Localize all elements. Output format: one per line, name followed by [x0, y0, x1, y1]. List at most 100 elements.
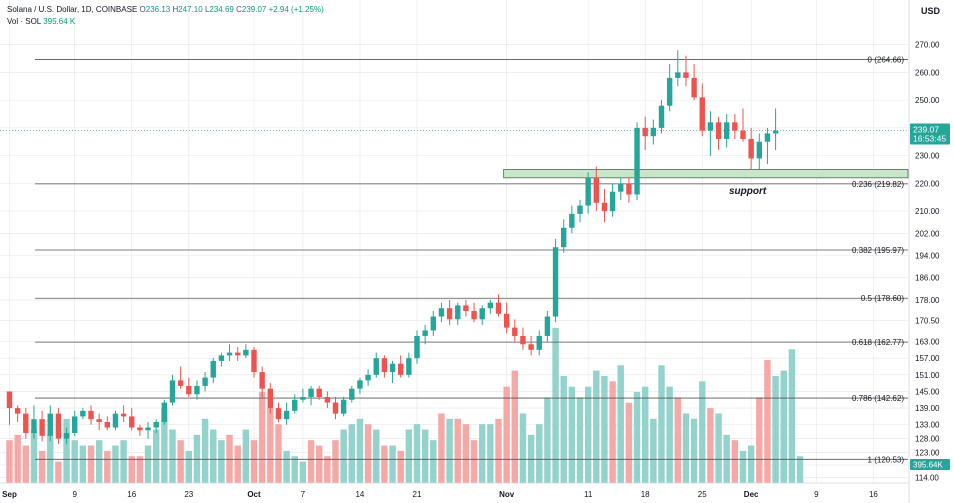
candle-body [202, 377, 208, 386]
candle-body [218, 355, 225, 361]
volume-bar [38, 450, 46, 483]
candle-body [381, 358, 388, 373]
volume-bar [715, 413, 722, 483]
volume-bar [690, 418, 698, 483]
fib-level-label: 0.236 (219.82) [852, 180, 904, 189]
volume-bar [642, 386, 649, 483]
candle-body [691, 77, 697, 98]
candle-body [194, 385, 200, 395]
candle-body [169, 380, 176, 403]
low-label: L [204, 5, 210, 14]
candle-body [6, 391, 13, 409]
candle-body [365, 374, 371, 381]
last-price-tag [910, 123, 950, 145]
volume-bar [210, 429, 217, 483]
candle-body [528, 344, 534, 350]
candle-body [446, 308, 453, 320]
volume-bar [340, 429, 347, 483]
x-tick-label: 9 [814, 490, 819, 499]
volume-bar [267, 408, 274, 483]
candle-body [316, 388, 322, 397]
volume-bar [756, 397, 763, 483]
y-tick-label: 133.00 [915, 421, 940, 430]
currency-label[interactable]: USD [920, 6, 940, 16]
volume-tag [910, 459, 950, 470]
volume-bar [307, 440, 315, 483]
candle-body [300, 396, 306, 400]
volume-bar [682, 413, 690, 483]
volume-bar [707, 408, 714, 483]
volume-bar [446, 418, 453, 483]
volume-bar [226, 434, 233, 483]
y-tick-label: 128.00 [915, 435, 940, 444]
volume-bar [788, 349, 796, 483]
y-tick-label: 194.00 [915, 252, 940, 261]
volume-bar [625, 402, 633, 483]
symbol-title[interactable]: Solana / U.S. Dollar, 1D, COINBASE [7, 5, 138, 14]
volume-bar [470, 440, 478, 483]
candle-body [23, 413, 29, 434]
candle-body [552, 247, 559, 317]
candle-body [512, 327, 518, 336]
candle-body [349, 388, 355, 400]
volume-bar [544, 397, 551, 483]
candle-body [724, 122, 730, 139]
candle-body [764, 133, 771, 142]
volume-bar [723, 434, 730, 483]
y-tick-label: 260.00 [915, 68, 940, 77]
volume-bar [576, 397, 584, 483]
volume-bar [71, 440, 78, 483]
volume-bar [593, 370, 600, 483]
candle-body [715, 122, 722, 139]
candle-body [463, 305, 469, 311]
volume-bar [389, 445, 396, 483]
candle-body [324, 396, 331, 403]
volume-bar [666, 386, 673, 483]
candle-body [683, 72, 689, 78]
volume-bar [153, 429, 160, 483]
volume-bar [568, 386, 576, 483]
candle-body [55, 413, 62, 439]
close-label: C [236, 5, 242, 14]
candle-body [186, 385, 192, 395]
support-zone [503, 169, 909, 179]
candle-body [177, 380, 184, 386]
volume-bar [47, 434, 54, 483]
candle-body [642, 127, 648, 137]
candle-body [626, 183, 632, 195]
volume-bar [413, 424, 421, 483]
candle-body [732, 122, 738, 131]
candle-body [618, 183, 624, 192]
candle-body [495, 302, 502, 314]
volume-bar [55, 461, 62, 483]
volume-bar [772, 376, 779, 483]
volume-bar [519, 413, 527, 483]
volume-bar [495, 418, 502, 483]
volume-bar [6, 440, 13, 483]
candle-body [438, 308, 445, 317]
candle-body [593, 177, 599, 203]
candle-body [756, 141, 762, 159]
candle-body [398, 363, 404, 375]
candle-body [471, 310, 477, 320]
volume-bar [63, 418, 70, 483]
volume-bar [560, 376, 567, 483]
candle-body [650, 127, 657, 137]
volume-value: 395.64 K [43, 17, 76, 26]
volume-bar [234, 445, 241, 483]
volume-bar [291, 456, 298, 483]
candle-body [14, 408, 21, 414]
candle-body [357, 380, 363, 389]
volume-bar [169, 429, 176, 483]
candle-body [561, 227, 567, 248]
candle-body [88, 410, 94, 420]
volume-bar [430, 440, 437, 483]
volume-bar [674, 397, 681, 483]
x-tick-label: 16 [869, 490, 878, 499]
volume-bar [658, 365, 665, 483]
volume-bar [193, 434, 201, 483]
volume-bar [22, 445, 29, 483]
legend-row: Solana / U.S. Dollar, 1D, COINBASE O236.… [7, 5, 324, 14]
y-tick-label: 178.00 [915, 296, 940, 305]
